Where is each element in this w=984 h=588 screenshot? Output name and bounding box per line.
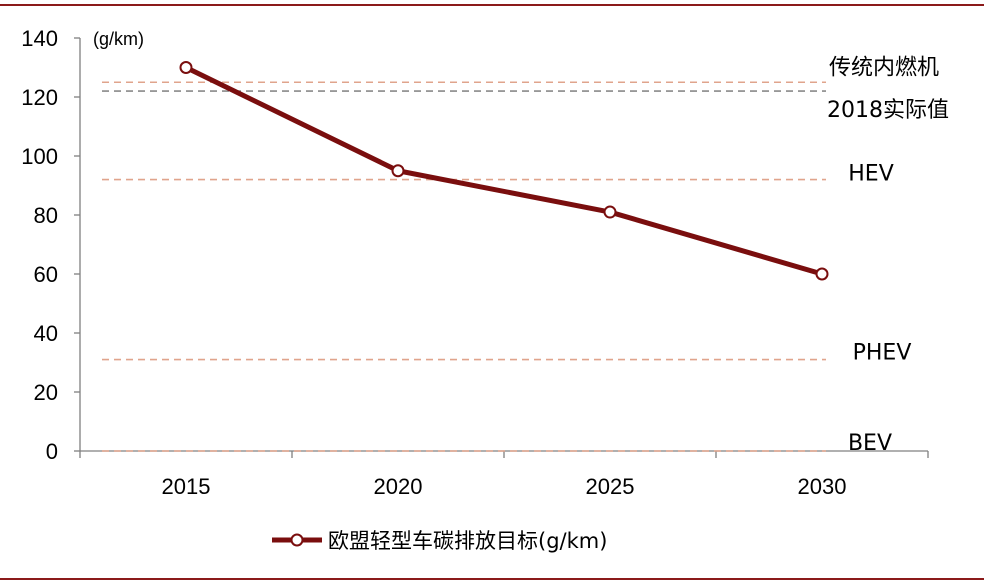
x-tick-label: 2030: [798, 474, 847, 499]
legend-marker-icon: [290, 533, 304, 547]
data-point: [815, 267, 829, 281]
y-tick-label: 80: [34, 203, 58, 228]
y-tick-label: 140: [21, 26, 58, 51]
top-rule: [0, 4, 984, 6]
y-tick-label: 0: [46, 439, 58, 464]
x-tick-label: 2020: [374, 474, 423, 499]
y-tick-label: 40: [34, 321, 58, 346]
legend-label: 欧盟轻型车碳排放目标(g/km): [328, 529, 607, 553]
series-line: [183, 65, 825, 277]
x-ticks: 2015 2020 2025 2030: [79, 451, 929, 499]
reference-line-label: PHEV: [853, 341, 912, 366]
x-tick-label: 2015: [162, 474, 211, 499]
data-point: [179, 61, 193, 74]
x-tick-label: 2025: [586, 474, 635, 499]
reference-line-label: BEV: [848, 431, 892, 456]
reference-lines: 传统内燃机 2018实际值 HEV PHEV BEV: [102, 55, 949, 456]
y-unit-label: (g/km): [93, 29, 144, 49]
y-tick-label: 60: [34, 262, 58, 287]
data-point: [603, 205, 617, 219]
data-point: [391, 164, 405, 178]
axes: [79, 38, 928, 452]
y-tick-label: 120: [21, 85, 58, 110]
reference-line-label: HEV: [848, 162, 894, 187]
y-tick-label: 20: [34, 380, 58, 405]
series-layer: [179, 61, 829, 281]
reference-line-label: 传统内燃机: [829, 55, 939, 80]
legend: 欧盟轻型车碳排放目标(g/km): [272, 529, 607, 553]
bottom-rule: [0, 578, 984, 580]
reference-line-label: 2018实际值: [827, 98, 949, 123]
y-tick-label: 100: [21, 144, 58, 169]
y-ticks: 0 20 40 60 80 100 120 140: [21, 26, 80, 464]
